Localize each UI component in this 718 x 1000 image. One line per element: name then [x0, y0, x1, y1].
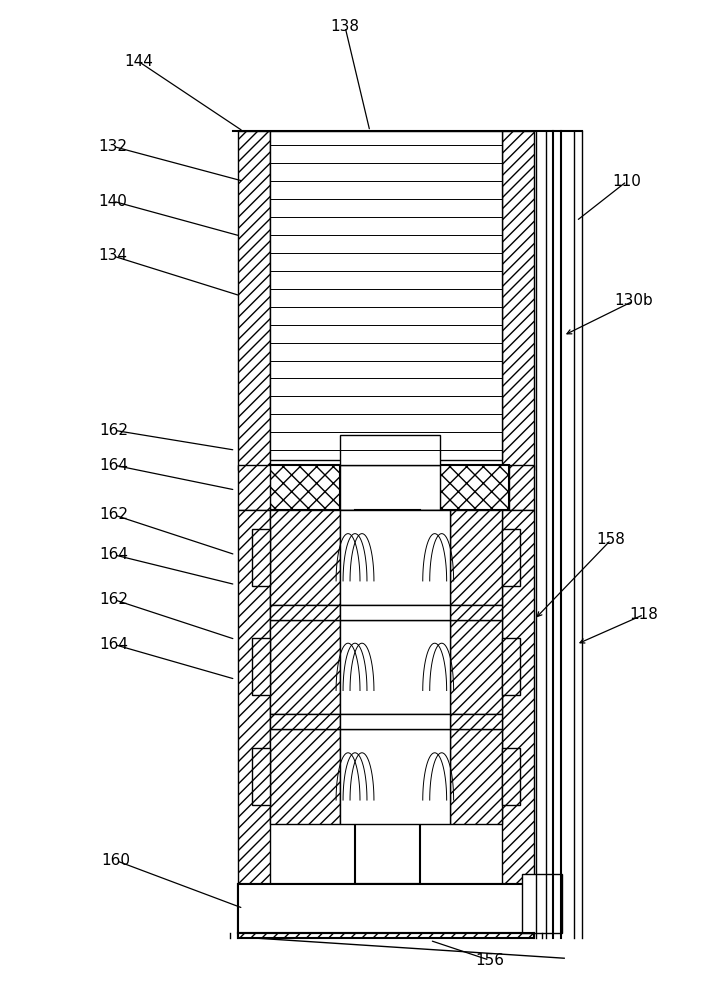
Bar [449, 510, 503, 605]
Text: 110: 110 [612, 174, 641, 189]
Bar [271, 729, 340, 824]
Bar [449, 729, 503, 824]
Bar [238, 465, 271, 510]
Bar [503, 131, 534, 470]
Text: 138: 138 [330, 19, 360, 34]
Bar [449, 605, 503, 620]
Bar [449, 620, 503, 714]
Text: 162: 162 [100, 592, 129, 607]
Bar [340, 510, 439, 540]
Bar [503, 748, 521, 805]
Bar [340, 620, 449, 714]
Text: 156: 156 [475, 953, 504, 968]
Bar [271, 605, 340, 620]
Text: 158: 158 [597, 532, 625, 547]
Bar [503, 529, 521, 586]
Bar [340, 435, 439, 465]
Bar [271, 510, 340, 605]
Text: 162: 162 [100, 507, 129, 522]
Text: 130b: 130b [615, 293, 653, 308]
Bar [523, 874, 562, 933]
Bar [238, 131, 271, 470]
Bar [238, 884, 534, 938]
Text: 118: 118 [630, 607, 658, 622]
Bar [340, 510, 449, 605]
Text: 140: 140 [98, 194, 127, 209]
Bar [503, 638, 521, 695]
Bar [253, 529, 271, 586]
Bar [528, 879, 556, 923]
Bar [238, 510, 271, 884]
Text: 160: 160 [101, 853, 131, 868]
Bar [340, 605, 449, 620]
Bar [355, 510, 420, 884]
Bar [439, 465, 509, 510]
Text: 144: 144 [124, 54, 153, 69]
Text: 164: 164 [100, 547, 129, 562]
Bar [253, 748, 271, 805]
Bar [340, 729, 449, 824]
Text: 132: 132 [98, 139, 128, 154]
Bar [449, 714, 503, 729]
Bar [509, 465, 534, 510]
Text: 164: 164 [100, 458, 129, 473]
Bar [503, 510, 534, 884]
Text: 162: 162 [100, 423, 129, 438]
Bar [253, 638, 271, 695]
Text: 134: 134 [98, 248, 128, 263]
Bar [271, 465, 340, 510]
Bar [340, 714, 449, 729]
Bar [271, 714, 340, 729]
Bar [340, 465, 439, 510]
Bar [271, 620, 340, 714]
Bar [271, 131, 503, 460]
Bar [238, 884, 534, 933]
Text: 164: 164 [100, 637, 129, 652]
